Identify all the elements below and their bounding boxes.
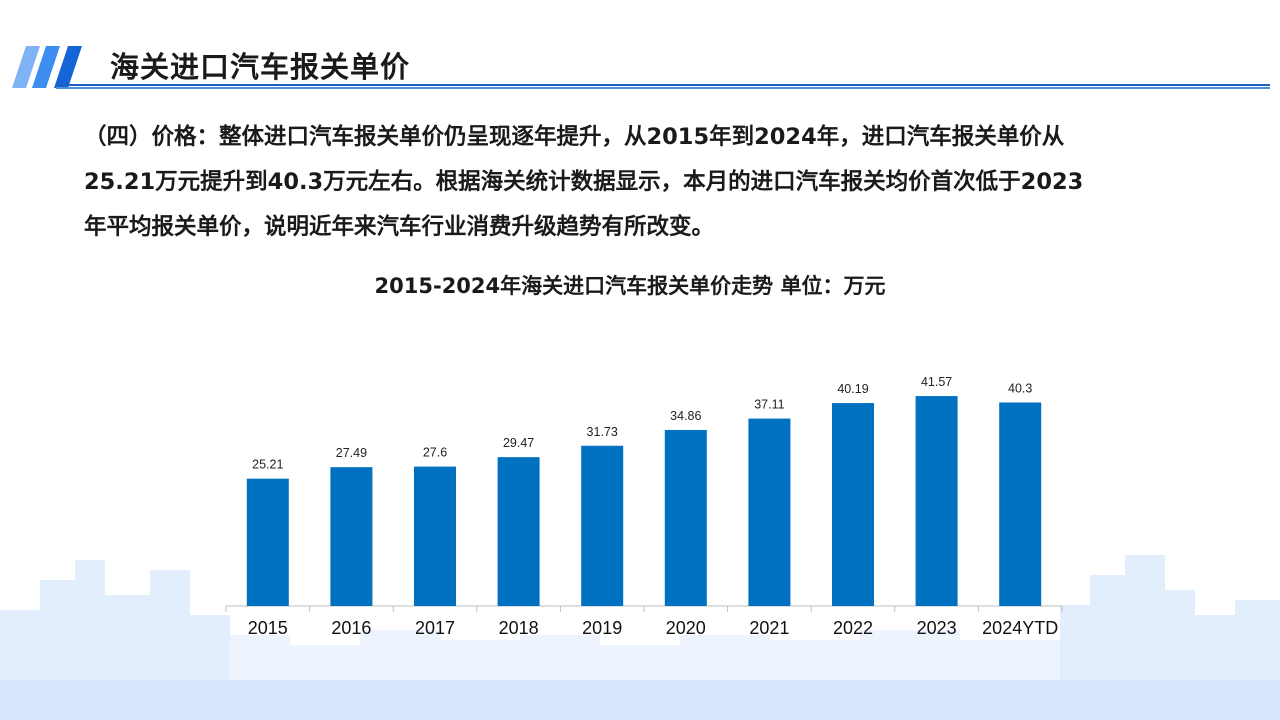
bar-2015 <box>246 478 289 606</box>
header-stripes-icon <box>12 46 82 88</box>
bar-2022 <box>832 403 874 606</box>
x-tick-label-2015: 2015 <box>248 618 288 638</box>
body-line-1: （四）价格：整体进口汽车报关单价仍呈现逐年提升，从2015年到2024年，进口汽… <box>84 124 1065 150</box>
x-tick-label-2021: 2021 <box>749 618 789 638</box>
chart-title: 2015-2024年海关进口汽车报关单价走势 单位：万元 <box>374 274 886 298</box>
body-line-2: 25.21万元提升到40.3万元左右。根据海关统计数据显示，本月的进口汽车报关均… <box>84 169 1084 195</box>
x-tick-label-2022: 2022 <box>833 618 873 638</box>
data-label-2018: 29.47 <box>503 436 534 450</box>
data-label-2016: 27.49 <box>336 446 367 460</box>
x-tick-label-2017: 2017 <box>415 618 455 638</box>
data-label-2017: 27.6 <box>423 446 447 460</box>
title-underline <box>56 84 1270 89</box>
body-paragraph: （四）价格：整体进口汽车报关单价仍呈现逐年提升，从2015年到2024年，进口汽… <box>84 115 1234 250</box>
city-skyline-decoration <box>0 555 1280 720</box>
x-tick-label-2024ytd: 2024YTD <box>982 618 1058 638</box>
data-label-2020: 34.86 <box>670 409 701 423</box>
x-tick-label-2016: 2016 <box>331 618 371 638</box>
bar-2024ytd <box>999 402 1042 606</box>
x-tick-label-2023: 2023 <box>917 618 957 638</box>
data-label-2019: 31.73 <box>587 425 618 439</box>
data-label-2015: 25.21 <box>252 458 283 472</box>
bar-2016 <box>330 467 373 606</box>
data-label-2021: 37.11 <box>754 398 784 412</box>
x-tick-label-2020: 2020 <box>666 618 706 638</box>
bar-2021 <box>748 418 791 606</box>
bar-2017 <box>414 466 456 606</box>
x-tick-label-2019: 2019 <box>582 618 622 638</box>
page-title: 海关进口汽车报关单价 <box>110 50 411 84</box>
bar-2019 <box>581 445 624 606</box>
data-label-2022: 40.19 <box>837 382 868 396</box>
data-label-2023: 41.57 <box>921 375 952 389</box>
bar-2018 <box>497 457 540 606</box>
body-line-3: 年平均报关单价，说明近年来汽车行业消费升级趋势有所改变。 <box>84 214 715 240</box>
x-tick-label-2018: 2018 <box>499 618 539 638</box>
bar-2020 <box>664 429 707 606</box>
bar-2023 <box>915 396 958 606</box>
data-label-2024ytd: 40.3 <box>1008 381 1032 395</box>
